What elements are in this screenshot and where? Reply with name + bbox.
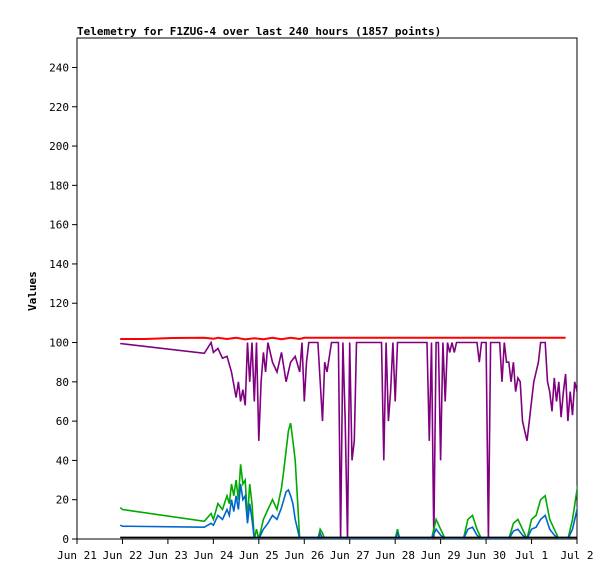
x-tick-label: Jun 26: [284, 549, 324, 562]
series-line-1: [120, 340, 577, 539]
x-tick-label: Jun 30: [466, 549, 506, 562]
x-tick-label: Jul 1: [515, 549, 548, 562]
y-tick-label: 200: [49, 140, 69, 153]
x-tick-label: Jun 28: [375, 549, 415, 562]
y-tick-label: 60: [56, 415, 69, 428]
series-layer: [119, 336, 577, 539]
y-tick-label: 80: [56, 376, 69, 389]
y-tick-label: 100: [49, 337, 69, 350]
y-tick-label: 160: [49, 219, 69, 232]
x-tick-label: Jun 29: [421, 549, 461, 562]
x-tick-label: Jun 22: [103, 549, 143, 562]
y-tick-label: 20: [56, 494, 69, 507]
x-tick-label: Jun 23: [148, 549, 188, 562]
x-tick-label: Jun 25: [239, 549, 279, 562]
series-line-3: [119, 483, 577, 539]
x-tick-label: Jul 2: [560, 549, 593, 562]
y-tick-label: 0: [62, 533, 69, 546]
y-axis: 0 20 40 60 80 100 120 140 160 180 200 220 240: [49, 61, 77, 546]
x-tick-label: Jun 24: [193, 549, 233, 562]
y-tick-label: 40: [56, 454, 69, 467]
y-tick-label: 220: [49, 101, 69, 114]
x-tick-label: Jun 27: [330, 549, 370, 562]
x-tick-label: Jun 21: [57, 549, 97, 562]
y-tick-label: 120: [49, 297, 69, 310]
x-axis: Jun 21 Jun 22 Jun 23 Jun 24 Jun 25 Jun 26 Jun …: [57, 539, 594, 562]
series-line-2: [119, 422, 577, 539]
chart-title: Telemetry for F1ZUG-4 over last 240 hour…: [77, 25, 441, 38]
series-line-0: [120, 336, 566, 341]
y-axis-label: Values: [26, 271, 39, 311]
y-tick-label: 140: [49, 258, 69, 271]
plot-area: [76, 37, 578, 540]
y-tick-label: 180: [49, 179, 69, 192]
y-tick-label: 240: [49, 61, 69, 74]
